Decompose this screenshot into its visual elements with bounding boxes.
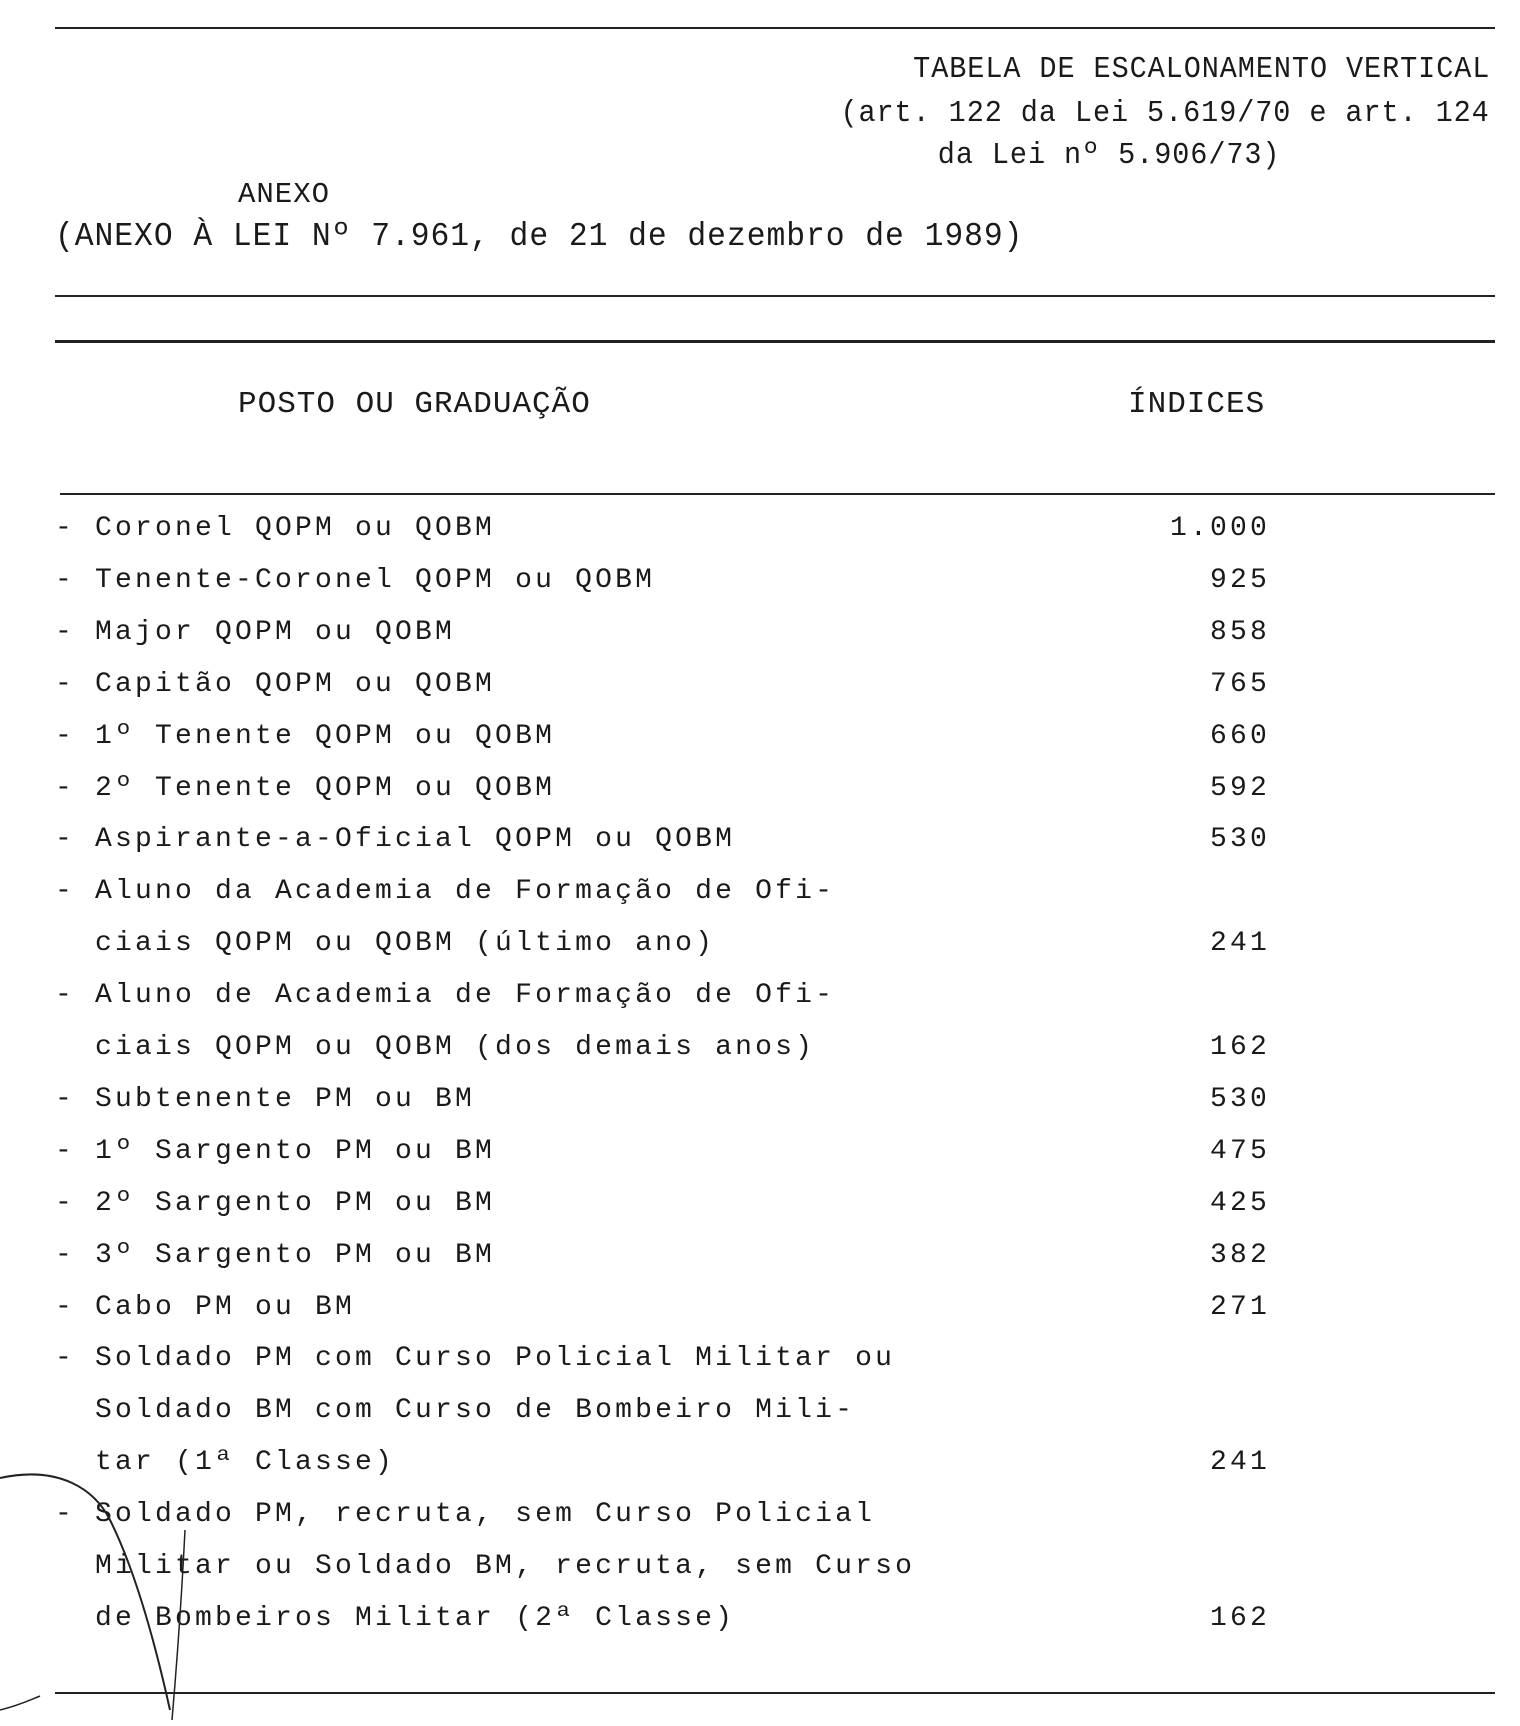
index-value: 765: [1209, 668, 1270, 700]
rank-text: - Coronel QOPM ou QOBM: [55, 513, 496, 544]
index-value: 530: [1209, 1083, 1270, 1115]
rank-text: Soldado BM com Curso de Bombeiro Mili-: [55, 1395, 856, 1427]
table-row-line: ciais QOPM ou QOBM (último ano) 241: [55, 928, 1270, 980]
table-row-line: - Aluno da Academia de Formação de Ofi-: [55, 876, 1270, 928]
table-row-line: - Tenente-Coronel QOPM ou QOBM 925: [55, 565, 1270, 617]
rank-text: - Tenente-Coronel QOPM ou QOBM: [55, 564, 656, 596]
index-value: 162: [1209, 1032, 1270, 1063]
rank-text: Militar ou Soldado BM, recruta, sem Curs…: [55, 1551, 916, 1582]
table-row-line: - 2º Tenente QOPM ou QOBM 592: [55, 773, 1270, 825]
index-value: 530: [1209, 824, 1270, 856]
rank-text: - Capitão QOPM ou QOBM: [55, 668, 496, 700]
rank-text: de Bombeiros Militar (2ª Classe): [55, 1602, 736, 1634]
column-header-rule: [60, 493, 1495, 495]
table-row-line: - 2º Sargento PM ou BM 425: [55, 1188, 1270, 1240]
table-row-line: - Coronel QOPM ou QOBM 1.000: [55, 513, 1270, 565]
index-value: 1.000: [1169, 513, 1270, 544]
rank-text: - 1º Sargento PM ou BM: [55, 1135, 496, 1167]
table-row-line: - Cabo PM ou BM 271: [55, 1292, 1270, 1344]
column-header-index: ÍNDICES: [1128, 387, 1266, 422]
rank-text: - 2º Tenente QOPM ou QOBM: [55, 772, 556, 804]
rank-text: - Major QOPM ou QOBM: [55, 616, 456, 648]
header-rule-2: [55, 340, 1495, 343]
annex-label: ANEXO: [238, 178, 331, 211]
rank-text: - 1º Tenente QOPM ou QOBM: [55, 720, 556, 752]
index-value: 271: [1209, 1291, 1270, 1323]
rank-text: - Subtenente PM ou BM: [55, 1083, 476, 1115]
rank-text: tar (1ª Classe): [55, 1447, 396, 1479]
header-rule-1: [55, 295, 1495, 297]
table-row-line: - Soldado PM com Curso Policial Militar …: [55, 1343, 1270, 1395]
table-row-line: - Capitão QOPM ou QOBM 765: [55, 669, 1270, 721]
index-value: 241: [1209, 1447, 1270, 1479]
rank-text: - Cabo PM ou BM: [55, 1291, 356, 1323]
table-row-line: Militar ou Soldado BM, recruta, sem Curs…: [55, 1551, 1270, 1603]
table-row-line: de Bombeiros Militar (2ª Classe) 162: [55, 1603, 1270, 1655]
rank-text: - Soldado PM com Curso Policial Militar …: [55, 1343, 896, 1375]
rank-text: - Aluno de Academia de Formação de Ofi-: [55, 980, 836, 1012]
table-row-line: - Aluno de Academia de Formação de Ofi-: [55, 980, 1270, 1032]
rank-text: - 2º Sargento PM ou BM: [55, 1187, 496, 1219]
rank-text: - Aluno da Academia de Formação de Ofi-: [55, 876, 836, 908]
index-value: 925: [1209, 564, 1270, 596]
document-title: TABELA DE ESCALONAMENTO VERTICAL: [912, 52, 1490, 87]
annex-reference: (ANEXO À LEI Nº 7.961, de 21 de dezembro…: [55, 218, 1024, 255]
column-header-rank: POSTO OU GRADUAÇÃO: [238, 387, 591, 422]
rank-text: - 3º Sargento PM ou BM: [55, 1239, 496, 1271]
index-value: 425: [1209, 1187, 1270, 1219]
index-value: 241: [1209, 928, 1270, 960]
table-row-line: - Soldado PM, recruta, sem Curso Policia…: [55, 1499, 1270, 1551]
index-value: 382: [1209, 1239, 1270, 1271]
rank-text: - Soldado PM, recruta, sem Curso Policia…: [55, 1499, 876, 1531]
index-value: 162: [1209, 1602, 1270, 1634]
rank-text: ciais QOPM ou QOBM (último ano): [55, 928, 716, 960]
table-row-line: - 1º Tenente QOPM ou QOBM 660: [55, 721, 1270, 773]
table-row-line: - Major QOPM ou QOBM 858: [55, 617, 1270, 669]
table-row-line: - 3º Sargento PM ou BM 382: [55, 1240, 1270, 1292]
document-subtitle-line2: da Lei nº 5.906/73): [937, 138, 1280, 173]
index-value: 858: [1209, 616, 1270, 648]
document-subtitle-line1: (art. 122 da Lei 5.619/70 e art. 124: [840, 96, 1490, 131]
top-rule: [55, 27, 1495, 29]
index-value: 660: [1209, 720, 1270, 752]
table-row-line: - Subtenente PM ou BM 530: [55, 1084, 1270, 1136]
table-row-line: - 1º Sargento PM ou BM 475: [55, 1136, 1270, 1188]
rank-text: - Aspirante-a-Oficial QOPM ou QOBM: [55, 824, 736, 856]
table-row-line: tar (1ª Classe) 241: [55, 1447, 1270, 1499]
table-row-line: - Aspirante-a-Oficial QOPM ou QOBM 530: [55, 824, 1270, 876]
rank-text: ciais QOPM ou QOBM (dos demais anos): [55, 1032, 816, 1063]
bottom-rule: [55, 1692, 1495, 1694]
handwritten-mark: [0, 1473, 186, 1721]
index-value: 475: [1209, 1135, 1270, 1167]
table-row-line: Soldado BM com Curso de Bombeiro Mili-: [55, 1395, 1270, 1447]
index-value: 592: [1209, 772, 1270, 804]
table-row-line: ciais QOPM ou QOBM (dos demais anos) 162: [55, 1032, 1270, 1084]
